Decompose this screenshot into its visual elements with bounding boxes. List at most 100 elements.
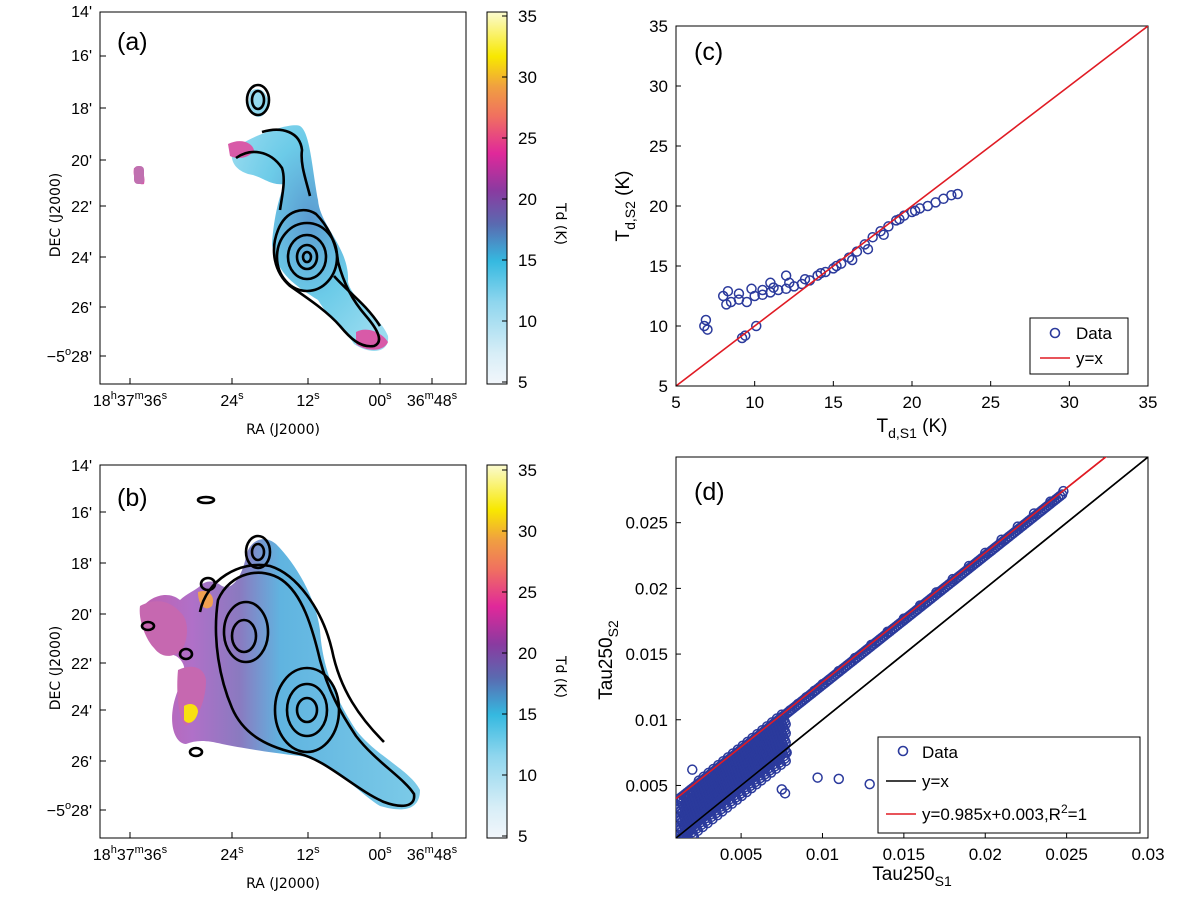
panel-c-ticks: 5 10 15 20 25 30 35 5 10 15 20 25 30 35 (649, 17, 1157, 412)
panel-b: (b) 14' 16' 18' 20' 22' 24' 26' −5o28' D… (47, 458, 568, 892)
data-point (909, 205, 921, 217)
data-point (780, 270, 792, 281)
ytick: 16' (71, 505, 92, 522)
data-point (750, 320, 762, 332)
data-point (680, 837, 686, 838)
panel-b-yticks: 14' 16' 18' 20' 22' 24' 26' −5o28' (47, 458, 92, 820)
y-tick-label: 35 (649, 17, 668, 36)
panel-d-ylabel: Tau250S2 (596, 620, 621, 700)
data-point (867, 231, 878, 243)
warm-region-b (139, 601, 206, 726)
legend-label: y=x (1076, 349, 1103, 368)
panel-b-tick-marks (100, 464, 433, 838)
legend-box (877, 736, 1141, 834)
x-tick-label: 30 (1060, 393, 1079, 412)
xtick: 36m48s (407, 844, 458, 864)
ytick-last: −5o28' (47, 346, 92, 366)
cbar-tick: 20 (518, 190, 537, 209)
legend-box (1029, 317, 1129, 375)
data-point (780, 755, 791, 767)
xtick: 00s (368, 390, 392, 410)
data-point (946, 189, 957, 201)
ytick: 20' (71, 153, 92, 170)
x-tick-label: 10 (745, 393, 764, 412)
xtick: 24s (220, 390, 244, 410)
xtick: 24s (220, 844, 244, 864)
panel-a-yticks: 14' 16' 18' 20' 22' 24' 26' −5o28' (47, 4, 92, 366)
blob-small-a (134, 166, 144, 184)
panel-d-marks (676, 457, 1148, 849)
series-line (676, 457, 1148, 838)
ytick: 22' (71, 656, 92, 673)
data-point (952, 188, 963, 200)
data-point (846, 254, 858, 266)
contours-a (235, 83, 382, 348)
panel-a-xlabel: RA (J2000) (246, 422, 320, 438)
panel-b-xticks: 18h37m36s 24s 12s 00s 36m48s (93, 844, 458, 864)
panel-c-xlabel: Td,S1 (K) (876, 416, 947, 441)
y-tick-label: 0.025 (625, 514, 668, 533)
data-point (680, 840, 689, 849)
panel-c: 5 10 15 20 25 30 35 5 10 15 20 25 30 35 (c) Td,S2 (K)… (613, 17, 1157, 441)
panel-a-label: (a) (117, 28, 148, 56)
x-tick-label: 15 (824, 393, 843, 412)
data-point (815, 267, 826, 279)
data-point (862, 243, 874, 255)
xtick: 12s (296, 844, 320, 864)
data-point (883, 221, 894, 232)
series-line (676, 26, 1148, 386)
x-tick-label: 0.005 (720, 845, 763, 864)
cbar-tick: 5 (518, 827, 527, 846)
panel-d-ticks: 0.005 0.01 0.015 0.02 0.025 0.03 0.005 0.01 0.01… (625, 514, 1164, 864)
panel-d-legend: Data y=x y=0.985x+0.003,R2=1 (877, 736, 1141, 834)
cbar-tick: 30 (518, 522, 537, 541)
panel-d-label: (d) (694, 478, 725, 506)
data-point (722, 285, 734, 297)
data-point (736, 332, 748, 344)
colorbar-a (486, 11, 508, 385)
ytick: 24' (71, 703, 92, 720)
x-tick-label: 25 (981, 393, 1000, 412)
x-tick-label: 35 (1139, 393, 1158, 412)
legend-label: y=x (922, 772, 949, 791)
data-point (864, 778, 875, 790)
xtick: 18h37m36s (93, 844, 168, 864)
contours-b (140, 495, 416, 808)
legend-label-fit: y=0.985x+0.003,R2=1 (922, 802, 1087, 824)
data-point (765, 277, 776, 289)
cbar-tick: 30 (518, 68, 537, 87)
ytick: 20' (71, 607, 92, 624)
cbar-tick: 10 (518, 766, 537, 785)
xtick: 12s (296, 390, 320, 410)
legend-marker-data (897, 745, 909, 757)
data-point (812, 772, 823, 783)
x-tick-label: 0.03 (1131, 845, 1164, 864)
y-tick-label: 0.005 (625, 776, 668, 795)
data-point (828, 263, 839, 274)
x-tick-label: 0.02 (969, 845, 1002, 864)
xtick: 18h37m36s (93, 390, 168, 410)
panel-b-map (139, 495, 420, 810)
colorbar-a-label: Td (K) (552, 202, 568, 245)
data-point (687, 764, 698, 775)
panel-c-ylabel: Td,S2 (K) (613, 170, 638, 241)
data-point (831, 260, 842, 272)
y-tick-label: 0.015 (625, 645, 668, 664)
panel-a-map (133, 83, 389, 351)
panel-d: 0.005 0.01 0.015 0.02 0.025 0.03 0.005 0.01 0.01… (596, 456, 1165, 889)
cbar-tick: 15 (518, 705, 537, 724)
data-point (779, 788, 791, 799)
data-point (700, 314, 712, 326)
panel-b-ylabel: DEC (J2000) (48, 626, 64, 711)
panel-d-xlabel: Tau250S1 (872, 864, 952, 889)
y-tick-label: 0.01 (635, 711, 668, 730)
ytick: 14' (71, 4, 92, 21)
series-line (676, 457, 1107, 800)
panel-c-marks (676, 26, 1148, 386)
dust-map-a (231, 88, 389, 351)
panel-a-frame (99, 11, 467, 385)
y-tick-label: 0.02 (635, 579, 668, 598)
cbar-tick: 5 (518, 373, 527, 392)
panel-b-colorbar: 5 10 15 20 25 30 35 Td (K) (486, 461, 568, 846)
